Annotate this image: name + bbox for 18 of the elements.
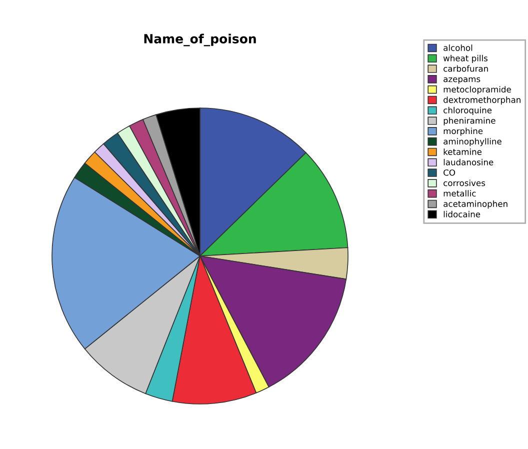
legend-label: carbofuran — [444, 65, 488, 72]
legend-label: wheat pills — [443, 54, 488, 63]
legend-label: aminophylline — [444, 138, 502, 146]
legend-label: CO — [444, 169, 456, 176]
legend-label: azepams — [444, 77, 480, 84]
legend-label: alcohol — [444, 44, 472, 51]
legend-label: laudanosine — [444, 158, 494, 166]
legend-label: metallic — [444, 190, 476, 197]
legend-label: morphine — [444, 128, 483, 136]
legend-label: ketamine — [444, 148, 482, 155]
legend-label: metoclopramide — [444, 86, 511, 94]
legend-label: corrosives — [444, 180, 486, 186]
legend-label: chloroquine — [444, 106, 492, 115]
legend-label: pheniramine — [444, 117, 496, 126]
legend-label: acetaminophen — [444, 200, 508, 209]
legend-label: dextromethorphan — [444, 96, 520, 105]
chart-title: Name_of_poison — [144, 34, 256, 46]
legend-label: lidocaine — [444, 210, 480, 218]
